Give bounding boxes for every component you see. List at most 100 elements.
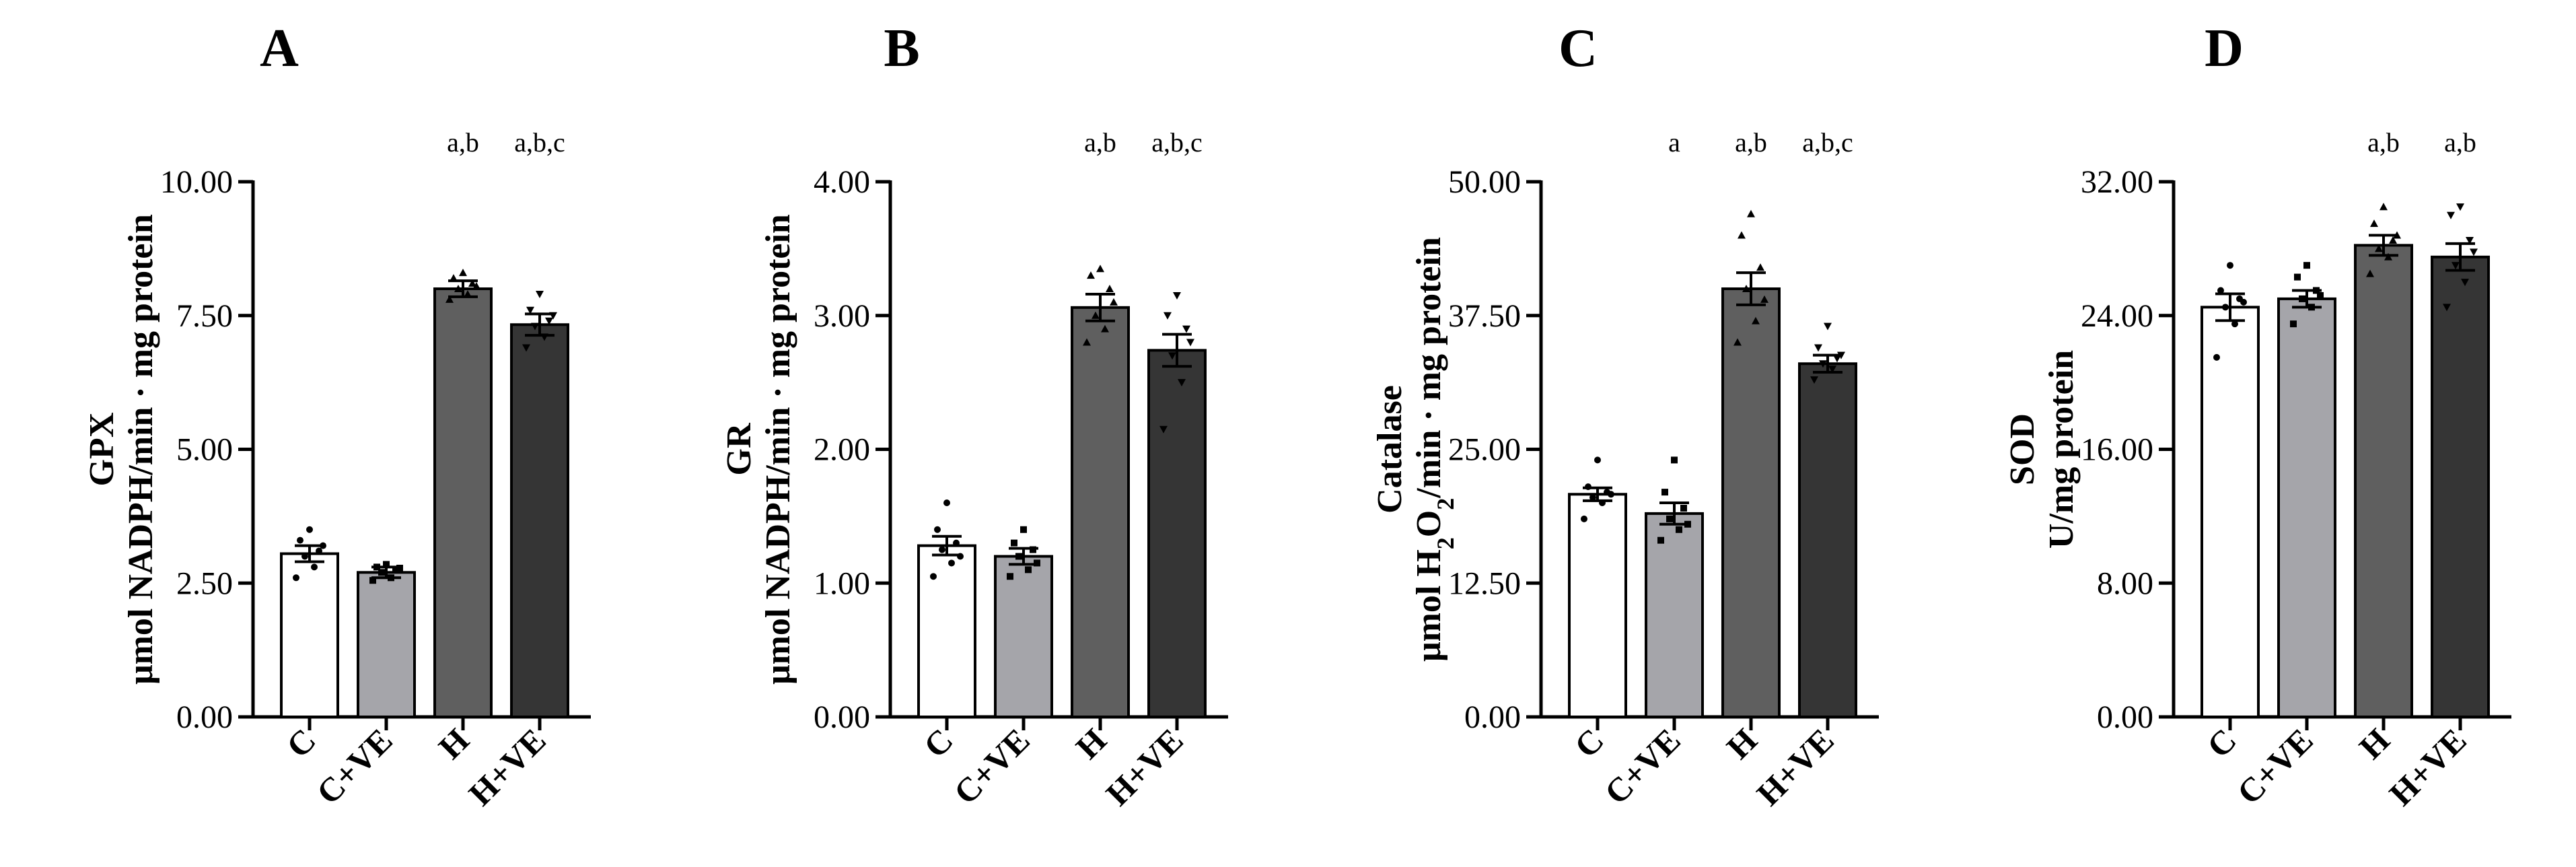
panel-a: A GPX μmol NADPH/min · mg protein 0.00 2.50 5…: [83, 19, 591, 813]
data-point: [1833, 355, 1841, 363]
data-point: [320, 542, 326, 549]
data-point: [1819, 360, 1827, 368]
data-point: [1096, 265, 1104, 273]
data-point: [2393, 231, 2401, 239]
data-point: [2290, 320, 2297, 328]
data-point: [306, 526, 313, 533]
y-axis-label-units: μmol NADPH/min · mg protein: [122, 214, 160, 685]
data-point: [1015, 553, 1022, 560]
data-point: [1106, 285, 1114, 292]
panel-d: D SOD U/mg protein 0.00 8.00 16.00 24.00 32.00 C…: [2003, 19, 2511, 813]
category-label: C: [917, 721, 960, 765]
data-point: [2299, 295, 2305, 302]
y-tick-label: 0.00: [2097, 699, 2153, 735]
significance-label: a,b,c: [1151, 127, 1203, 158]
bar-c: [917, 544, 976, 718]
data-point: [1752, 316, 1760, 324]
data-point: [939, 546, 945, 553]
data-point: [1178, 379, 1186, 387]
data-point: [1814, 344, 1822, 352]
category-label: C: [279, 721, 323, 765]
data-point: [1173, 291, 1181, 300]
data-point: [301, 553, 308, 560]
data-point: [293, 574, 299, 582]
data-point: [392, 566, 399, 574]
y-tick-label: 4.00: [814, 164, 870, 200]
data-point: [1680, 504, 1687, 512]
data-point: [1101, 324, 1109, 333]
data-point: [311, 563, 318, 571]
data-point: [2308, 304, 2315, 311]
data-point: [1684, 520, 1691, 528]
bar-h-plus-ve: [1798, 362, 1857, 718]
bar-c-plus-ve: [994, 555, 1053, 718]
data-point: [1581, 515, 1587, 522]
data-point: [957, 553, 964, 560]
y-tick-label: 0.00: [176, 699, 233, 735]
data-point: [2389, 236, 2397, 244]
data-point: [2461, 279, 2469, 287]
y-tick-label: 32.00: [2081, 164, 2153, 200]
category-label: H+VE: [461, 721, 552, 812]
data-point: [1164, 312, 1172, 320]
y-axis-label-title: GPX: [83, 413, 121, 487]
y-tick-label: 25.00: [1448, 432, 1521, 468]
category-label: C+VE: [2229, 721, 2320, 811]
data-point: [2375, 244, 2383, 252]
data-point: [1007, 573, 1013, 580]
data-point: [953, 539, 960, 547]
data-point: [1585, 483, 1591, 491]
data-point: [450, 274, 458, 282]
data-point: [454, 285, 462, 292]
category-label: H: [1719, 721, 1764, 766]
panel-letter: D: [2205, 19, 2244, 78]
data-point: [1087, 271, 1095, 279]
data-point: [2217, 287, 2224, 294]
data-point: [383, 561, 390, 568]
data-point: [930, 573, 937, 580]
data-point: [1608, 491, 1614, 498]
data-point: [1092, 311, 1100, 319]
bar-h: [1721, 287, 1781, 718]
bar-h: [433, 287, 493, 718]
data-point: [396, 564, 403, 571]
data-point: [1182, 325, 1190, 333]
data-point: [1828, 366, 1836, 374]
data-point: [1742, 285, 1750, 292]
bar-c-plus-ve: [1645, 512, 1704, 719]
bar-h: [2354, 244, 2413, 718]
data-point: [934, 526, 941, 533]
data-point: [1025, 566, 1032, 574]
data-point: [2384, 252, 2392, 261]
data-point: [1110, 298, 1118, 306]
data-point: [2470, 248, 2478, 256]
y-tick-label: 24.00: [2081, 298, 2153, 334]
data-point: [2231, 320, 2238, 328]
data-point: [378, 569, 385, 576]
data-point: [948, 559, 955, 567]
data-point: [2366, 269, 2374, 277]
category-label: C+VE: [946, 721, 1036, 811]
category-label: H: [2352, 721, 2397, 766]
data-point: [445, 295, 454, 303]
significance-label: a: [1668, 127, 1680, 158]
category-label: H+VE: [1749, 721, 1840, 812]
panel-letter: A: [260, 19, 299, 78]
data-point: [1034, 559, 1040, 567]
y-axis-label-title: GR: [720, 422, 758, 475]
y-axis-label-title: SOD: [2003, 413, 2042, 485]
data-point: [2294, 273, 2301, 281]
y-tick-label: 1.00: [814, 565, 870, 601]
data-point: [1594, 456, 1601, 464]
y-axis-label-units: U/mg protein: [2042, 350, 2081, 549]
y-tick-label: 7.50: [176, 298, 233, 334]
data-point: [2222, 304, 2229, 311]
data-point: [1020, 526, 1027, 533]
significance-label: a,b: [2444, 127, 2476, 158]
data-point: [373, 563, 380, 571]
data-point: [545, 317, 553, 325]
data-point: [2240, 298, 2247, 306]
category-label: H: [1069, 721, 1114, 766]
y-tick-label: 16.00: [2081, 432, 2153, 468]
